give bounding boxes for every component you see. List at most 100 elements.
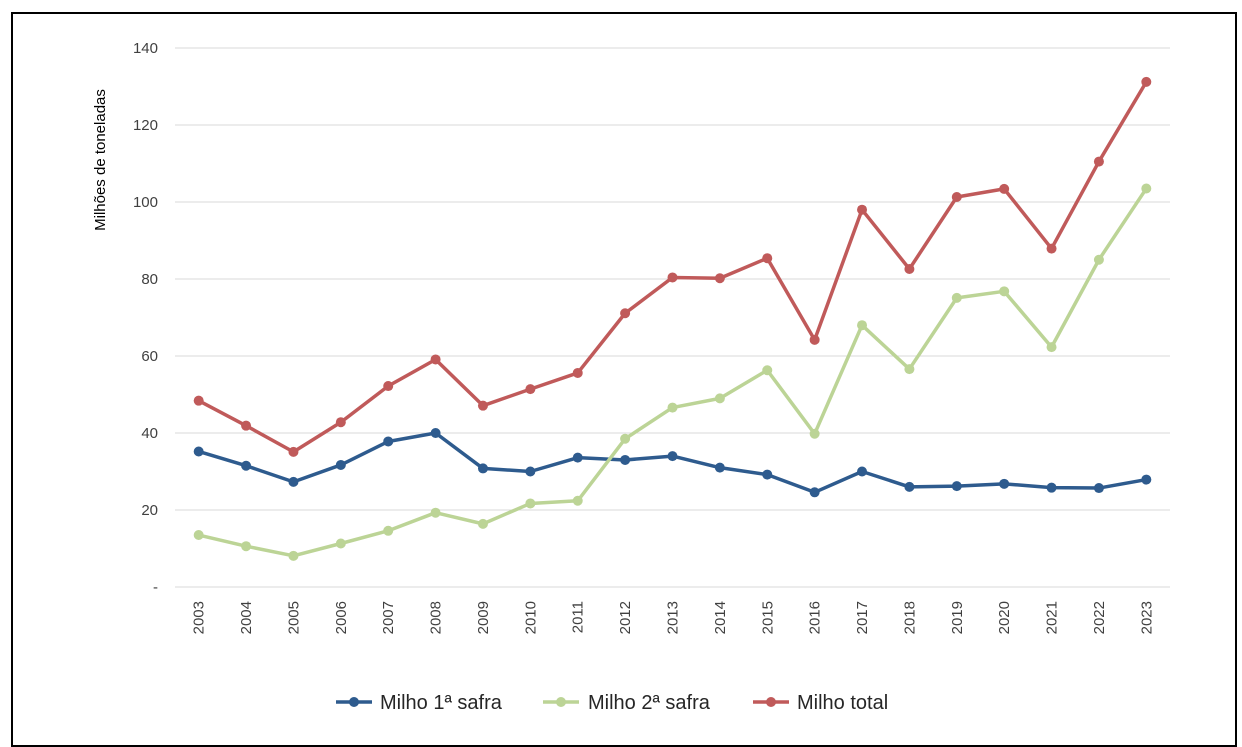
data-point xyxy=(951,191,962,202)
data-point xyxy=(241,541,252,552)
data-point xyxy=(809,487,820,498)
data-point xyxy=(951,292,962,303)
x-tick-label: 2023 xyxy=(1138,601,1155,634)
x-tick-label: 2004 xyxy=(238,601,255,634)
legend-label: Milho 1ª safra xyxy=(380,692,503,714)
data-point xyxy=(999,286,1010,297)
gridlines xyxy=(175,47,1170,588)
legend-item: Milho 1ª safra xyxy=(336,692,503,714)
x-tick-label: 2022 xyxy=(1091,601,1108,634)
x-axis-ticks: 2003 2004 2005 2006 2007 2008 2009 2010 2011 2012… xyxy=(191,601,1156,634)
x-tick-label: 2014 xyxy=(712,601,729,634)
y-tick-label: 80 xyxy=(141,271,158,288)
data-point xyxy=(1046,243,1057,254)
y-tick-label: 40 xyxy=(141,425,158,442)
data-point xyxy=(241,420,252,431)
x-tick-label: 2017 xyxy=(854,601,871,634)
data-point xyxy=(857,320,868,331)
data-point xyxy=(477,518,488,529)
data-point xyxy=(383,525,394,536)
data-point xyxy=(620,308,631,319)
x-tick-label: 2011 xyxy=(570,601,587,633)
data-point xyxy=(525,384,536,395)
legend-item: Milho total xyxy=(753,692,888,714)
data-point xyxy=(1141,183,1152,194)
data-point xyxy=(383,436,394,447)
series-line xyxy=(197,80,1148,454)
y-tick-label: 60 xyxy=(141,348,158,365)
x-tick-label: 2005 xyxy=(285,601,302,634)
series-line xyxy=(198,187,1148,558)
y-tick-label: 120 xyxy=(133,117,158,134)
data-point xyxy=(857,204,868,215)
data-point xyxy=(335,459,346,470)
data-point xyxy=(857,466,868,477)
series-3 xyxy=(193,76,1152,457)
data-point xyxy=(335,417,346,428)
y-tick-label: 100 xyxy=(133,194,158,211)
x-tick-label: 2008 xyxy=(428,601,445,634)
x-tick-label: 2018 xyxy=(901,601,918,634)
data-point xyxy=(667,272,678,283)
y-tick-label: - xyxy=(153,579,158,596)
y-tick-label: 20 xyxy=(141,502,158,519)
data-point xyxy=(241,460,252,471)
y-tick-label: 140 xyxy=(133,40,158,57)
data-point xyxy=(809,334,820,345)
data-point xyxy=(193,446,204,457)
data-point xyxy=(430,507,441,518)
data-point xyxy=(1093,254,1104,265)
data-point xyxy=(477,400,488,411)
x-tick-label: 2009 xyxy=(475,601,492,634)
data-point xyxy=(904,481,915,492)
data-point xyxy=(714,393,725,404)
x-tick-label: 2006 xyxy=(333,601,350,634)
data-point xyxy=(667,402,678,413)
data-point xyxy=(477,463,488,474)
series-group xyxy=(193,76,1152,561)
data-point xyxy=(714,273,725,284)
data-point xyxy=(762,253,773,264)
data-point xyxy=(714,462,725,473)
data-point xyxy=(762,365,773,376)
data-point xyxy=(525,498,536,509)
x-tick-label: 2003 xyxy=(191,601,208,634)
legend-swatch-marker xyxy=(349,697,359,707)
data-point xyxy=(288,446,299,457)
data-point xyxy=(1141,76,1152,87)
data-point xyxy=(1046,482,1057,493)
x-tick-label: 2016 xyxy=(807,601,824,634)
x-tick-label: 2015 xyxy=(759,601,776,634)
data-point xyxy=(999,478,1010,489)
legend-label: Milho 2ª safra xyxy=(588,692,711,714)
data-point xyxy=(193,530,204,541)
data-point xyxy=(762,469,773,480)
data-point xyxy=(572,452,583,463)
data-point xyxy=(335,538,346,549)
data-point xyxy=(1141,474,1152,485)
data-point xyxy=(430,428,441,438)
data-point xyxy=(572,495,583,506)
legend: Milho 1ª safra Milho 2ª safra Milho total xyxy=(336,692,888,714)
x-tick-label: 2021 xyxy=(1044,601,1061,634)
data-point xyxy=(667,451,678,462)
x-tick-label: 2010 xyxy=(522,601,539,634)
x-tick-label: 2013 xyxy=(665,601,682,634)
data-point xyxy=(1093,156,1104,167)
data-point xyxy=(951,481,962,492)
data-point xyxy=(620,433,631,444)
data-point xyxy=(572,367,583,378)
data-point xyxy=(904,263,915,274)
x-tick-label: 2007 xyxy=(380,601,397,634)
legend-swatch-marker xyxy=(766,697,776,707)
x-tick-label: 2019 xyxy=(949,601,966,634)
data-point xyxy=(809,428,820,439)
data-point xyxy=(288,476,299,487)
series-2 xyxy=(193,183,1152,561)
data-point xyxy=(1046,342,1057,353)
y-axis-ticks: - 20 40 60 80 100 120 140 xyxy=(133,40,158,596)
data-point xyxy=(288,550,299,561)
data-point xyxy=(193,395,204,406)
legend-label: Milho total xyxy=(797,692,888,714)
